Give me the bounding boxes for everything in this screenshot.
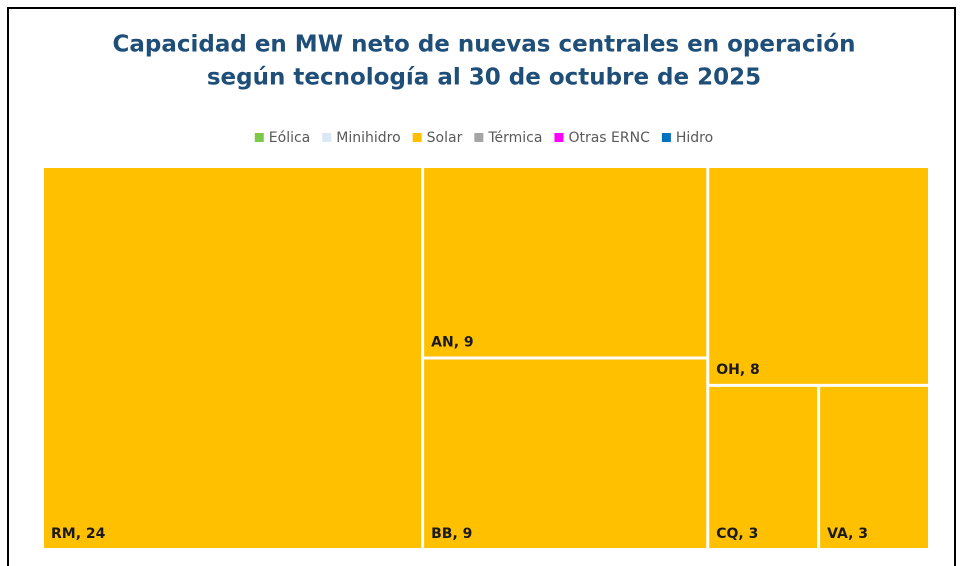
legend-swatch xyxy=(554,133,564,142)
chart-title: según tecnología al 30 de octubre de 202… xyxy=(207,65,761,91)
data-label: CQ, 3 xyxy=(716,526,758,542)
data-label: BB, 9 xyxy=(431,526,472,542)
tile xyxy=(709,386,818,548)
legend-label: Hidro xyxy=(676,130,713,146)
data-label: RM, 24 xyxy=(51,526,106,542)
legend-swatch xyxy=(254,133,264,142)
tile xyxy=(44,168,422,548)
chart-title: Capacidad en MW neto de nuevas centrales… xyxy=(112,32,855,58)
legend-label: Eólica xyxy=(269,130,310,146)
data-label: VA, 3 xyxy=(827,526,868,542)
legend-label: Minihidro xyxy=(336,130,400,146)
legend-swatch xyxy=(661,133,671,142)
data-label: OH, 8 xyxy=(716,362,760,378)
tile xyxy=(820,386,928,548)
legend-label: Otras ERNC xyxy=(568,130,650,146)
legend-label: Térmica xyxy=(487,130,542,146)
legend-swatch xyxy=(412,133,422,142)
legend-swatch xyxy=(474,133,484,142)
legend-swatch xyxy=(322,133,332,142)
tile xyxy=(424,168,707,357)
data-label: AN, 9 xyxy=(431,335,474,351)
legend-label: Solar xyxy=(427,130,463,146)
tile xyxy=(424,359,707,548)
tile xyxy=(709,168,928,384)
